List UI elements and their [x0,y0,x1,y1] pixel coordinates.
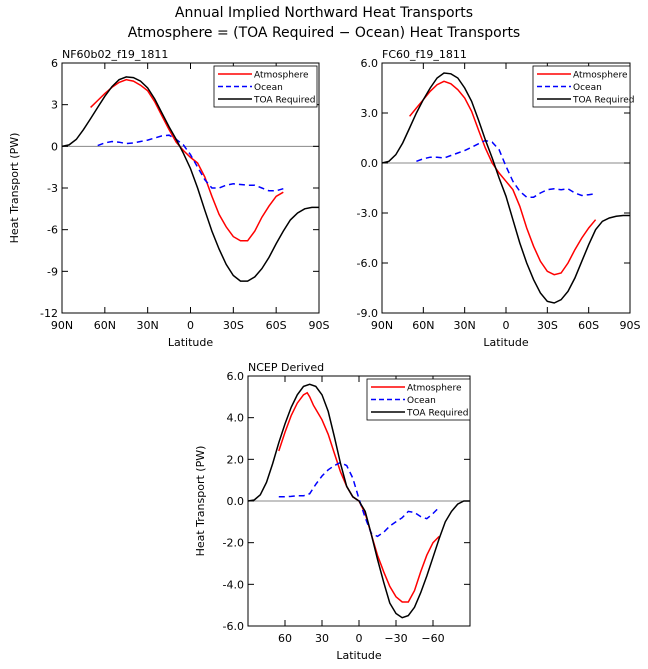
chart1-xtick-label: 60N [94,319,116,332]
chart3-ytick-label: -6.0 [223,620,244,633]
chart1-ytick-label: -6 [47,224,58,237]
chart3-series-ocean [278,461,440,538]
chart-panel-fc60: FC60_f19_1811 90N 60N 30N 0 30S 60S 90S 6.0 3.0 0.… [357,48,641,349]
chart2-series-ocean [416,139,596,198]
chart1-ytick-label: 3 [51,99,58,112]
chart1-ytick-label: -9 [47,265,58,278]
chart2-xtick-label: 90S [620,319,641,332]
chart3-legend: Atmosphere Ocean TOA Required [366,378,471,421]
chart1-xlabel: Latitude [168,336,214,349]
chart2-title: FC60_f19_1811 [382,48,467,61]
chart2-ytick-label: 0.0 [361,157,379,170]
chart3-xtick-label: 60 [278,632,292,645]
chart3-legend-label-atmosphere: Atmosphere [407,384,462,394]
chart3-series-toa-required [247,383,470,619]
chart1-xtick-label: 90N [51,319,73,332]
chart2-xlabel: Latitude [483,336,529,349]
figure-title-line2: Atmosphere = (TOA Required − Ocean) Heat… [128,25,520,41]
chart2-series-atmosphere [409,80,597,276]
chart1-ytick-label: 0 [51,140,58,153]
chart1-ytick-label: -12 [40,307,58,320]
chart1-ytick-label: 6 [51,57,58,70]
chart3-ytick-label: 2.0 [227,453,245,466]
chart2-ytick-label: -6.0 [357,257,378,270]
chart1-title: NF60b02_f19_1811 [62,48,168,61]
chart2-ytick-label: 3.0 [361,107,379,120]
chart2-ytick-label: 6.0 [361,57,379,70]
chart3-xtick-label: 30 [315,632,329,645]
chart2-legend: Atmosphere Ocean TOA Required [532,65,635,108]
chart3-ytick-label: -2.0 [223,537,244,550]
chart3-xtick-label: −60 [421,632,444,645]
chart3-legend-box [366,378,471,421]
chart1-xtick-label: 90S [309,319,330,332]
chart2-xtick-label: 30N [454,319,476,332]
chart1-series-ocean [97,134,284,192]
chart3-title: NCEP Derived [248,361,324,374]
chart2-xtick-label: 90N [371,319,393,332]
chart2-xtick-label: 60S [578,319,599,332]
chart1-xtick-label: 30S [223,319,244,332]
chart3-ytick-label: -4.0 [223,578,244,591]
chart1-ylabel: Heat Transport (PW) [8,133,21,244]
chart1-xtick-label: 30N [137,319,159,332]
chart2-series-toa-required [381,72,630,304]
chart1-legend-label-toa-required: TOA Required [253,96,316,106]
chart1-xtick-label: 60S [266,319,287,332]
chart1-legend-label-ocean: Ocean [254,83,283,93]
chart3-series-atmosphere [278,391,440,603]
chart2-xtick-label: 60N [412,319,434,332]
chart3-xlabel: Latitude [336,649,382,662]
chart2-ytick-label: -9.0 [357,307,378,320]
chart1-legend: Atmosphere Ocean TOA Required [213,65,318,108]
chart3-legend-label-ocean: Ocean [407,396,436,406]
chart3-ytick-label: 0.0 [227,495,245,508]
figure-title-line1: Annual Implied Northward Heat Transports [175,5,473,21]
chart2-ytick-label: -3.0 [357,207,378,220]
chart-panel-nf60b02: NF60b02_f19_1811 90N 60N 30N 0 30S 60S 90S 6 3 0 -3… [8,48,330,349]
chart2-xtick-label: 30S [537,319,558,332]
chart2-legend-label-atmosphere: Atmosphere [573,71,628,81]
chart3-ylabel: Heat Transport (PW) [194,446,207,557]
chart2-legend-label-ocean: Ocean [573,83,602,93]
chart1-ytick-label: -3 [47,182,58,195]
chart2-legend-label-toa-required: TOA Required [572,96,635,106]
chart3-legend-label-toa-required: TOA Required [406,409,469,419]
chart3-xtick-label: −30 [384,632,407,645]
chart3-xtick-label: 0 [356,632,363,645]
chart1-legend-label-atmosphere: Atmosphere [254,71,309,81]
chart1-xtick-label: 0 [187,319,194,332]
chart1-legend-box [213,65,318,108]
chart3-ytick-label: 4.0 [227,412,245,425]
chart1-series-toa-required [61,76,319,282]
chart1-series-atmosphere [90,78,284,242]
chart3-ytick-label: 6.0 [227,370,245,383]
chart2-xtick-label: 0 [503,319,510,332]
chart-panel-ncep: NCEP Derived 60 30 0 −30 −60 6.0 4.0 2.0 0.0 -2.0 -… [194,361,471,662]
